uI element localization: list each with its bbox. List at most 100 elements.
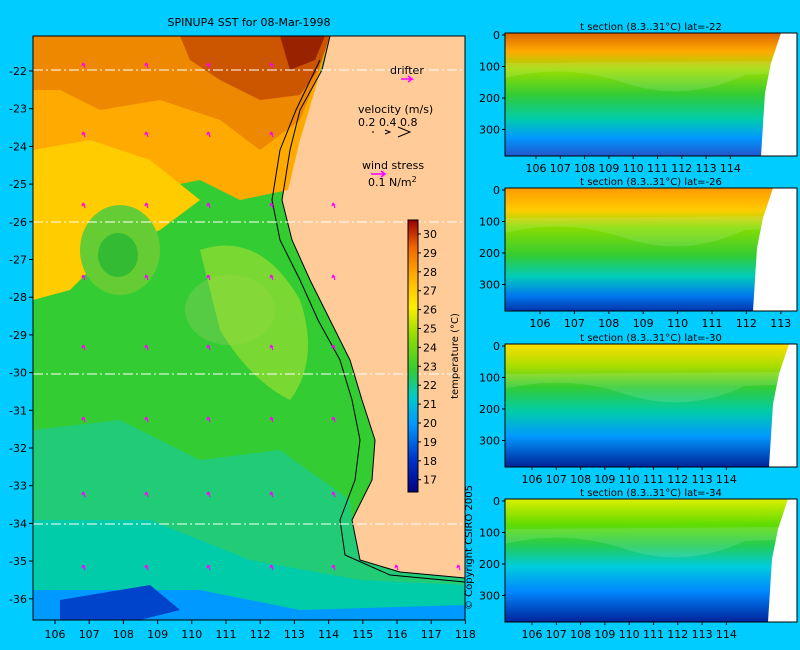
wind-vector-mark [206,62,211,69]
wind-stress-value: 0.1 N/m [368,176,412,189]
map-x-tick-label: 116 [387,628,408,641]
section-x-tick-label: 109 [598,162,619,175]
map-x-tick-label: 113 [284,628,305,641]
wind-stress-title: wind stress [362,159,424,172]
map-y-tick-label: -22 [9,65,27,78]
colorbar-tick-label: 25 [423,323,437,336]
section-x-tick-label: 112 [671,162,692,175]
wind-vector-mark [81,564,86,571]
velocity-arrows-icon [372,126,412,138]
section-title: t section (8.3..31°C) lat=-22 [580,22,722,33]
wind-vector-mark [456,564,461,571]
section-field [505,188,797,311]
wind-vector-mark [144,62,149,69]
sst-map [32,35,466,621]
section-x-tick-label: 114 [716,473,737,486]
map-x-tick-label: 118 [455,628,476,641]
section-field [505,499,797,622]
wind-vector-mark [206,274,211,281]
wind-stress-exponent: 2 [412,175,417,184]
section-panel-3: t section (8.3..31°C) lat=-30 0 100 200 300 1… [479,333,798,486]
map-frame [32,35,466,621]
colorbar-tick-label: 28 [423,266,437,279]
svg-text:0.1 N/m2: 0.1 N/m2 [368,175,417,189]
map-title: SPINUP4 SST for 08-Mar-1998 [167,16,330,29]
section-x-tick-label: 113 [696,162,717,175]
colorbar-tick-label: 21 [423,398,437,411]
section-x-tick-label: 108 [570,473,591,486]
wind-vector-mark [331,202,336,209]
wind-vector-mark [394,564,399,571]
section-x-tick-label: 109 [633,317,654,330]
copyright-text: © Copyright CSIRO 2005 [464,485,475,610]
map-x-tick-label: 107 [79,628,100,641]
section-field [505,33,797,156]
wind-vector-mark [144,564,149,571]
section-x-tick-label: 113 [692,473,713,486]
map-x-tick-label: 108 [113,628,134,641]
section-x-tick-label: 114 [720,162,741,175]
colorbar-ticks: 30 29 28 27 26 25 24 23 22 21 20 19 18 17 [418,228,437,487]
section-y-tick-label: 100 [479,216,500,229]
map-y-tick-label: -26 [9,216,27,229]
wind-vector-mark [81,491,86,498]
colorbar-tick-label: 29 [423,247,437,260]
section-panel-4: t section (8.3..31°C) lat=-34 0 100 200 300 1… [479,488,798,641]
section-x-tick-label: 106 [522,628,543,641]
map-x-tick-label: 111 [216,628,237,641]
section-x-tick-label: 111 [647,162,668,175]
section-panel-1: t section (8.3..31°C) lat=-22 0 100 200 300 1… [479,22,798,175]
section-x-tick-label: 108 [574,162,595,175]
wind-vector-mark [269,564,274,571]
section-panel-2: t section (8.3..31°C) lat=-26 0 100 200 300 1… [479,177,798,330]
section-y-tick-label: 0 [493,29,500,42]
wind-vector-mark [144,202,149,209]
section-title: t section (8.3..31°C) lat=-30 [580,333,722,344]
wind-vector-mark [144,491,149,498]
section-x-tick-label: 108 [570,628,591,641]
temperature-sections: t section (8.3..31°C) lat=-22 0 100 200 300 1… [479,22,798,641]
section-x-tick-label: 110 [619,473,640,486]
section-x-tick-label: 111 [643,473,664,486]
wind-vector-mark [269,62,274,69]
map-x-tick-label: 110 [181,628,202,641]
section-x-tick-label: 107 [546,473,567,486]
colorbar-label: temperature (°C) [450,313,461,399]
wind-vector-mark [269,274,274,281]
wind-stress-arrow-icon [371,170,387,178]
section-x-tick-label: 106 [526,162,547,175]
section-thermocline [505,216,797,247]
section-y-tick-label: 300 [479,279,500,292]
section-x-tick-label: 112 [736,317,757,330]
wind-vector-mark [144,416,149,423]
map-y-tick-label: -30 [9,367,27,380]
section-y-tick-label: 0 [493,340,500,353]
section-y-tick-label: 200 [479,558,500,571]
section-x-tick-label: 107 [564,317,585,330]
wind-vector-mark [81,274,86,281]
colorbar-tick-label: 23 [423,360,437,373]
colorbar-tick-label: 22 [423,379,437,392]
section-frame [504,187,798,312]
section-y-tick-label: 200 [479,403,500,416]
map-y-tick-label: -31 [9,404,27,417]
map-y-tick-label: -36 [9,593,27,606]
section-y-tick-label: 300 [479,435,500,448]
section-x-tick-label: 111 [643,628,664,641]
section-y-tick-label: 200 [479,92,500,105]
map-y-axis: -22 -23 -24 -25 -26 -27 -28 -29 -30 -31 -32 -33 -34 -… [9,65,33,606]
wind-vector-mark [331,491,336,498]
drifter-arrow-icon [401,75,415,83]
map-y-tick-label: -28 [9,291,27,304]
wind-vector-mark [206,491,211,498]
section-x-tick-label: 109 [594,473,615,486]
colorbar-tick-label: 19 [423,436,437,449]
wind-vector-mark [331,344,336,351]
map-y-tick-label: -33 [9,480,27,493]
wind-vector-mark [331,564,336,571]
map-x-axis: 106 107 108 109 110 111 112 113 114 115 116 117 118 [45,620,476,641]
drifter-label: drifter [390,64,424,77]
section-x-tick-label: 110 [623,162,644,175]
map-y-tick-label: -34 [9,517,27,530]
section-x-tick-label: 106 [530,317,551,330]
